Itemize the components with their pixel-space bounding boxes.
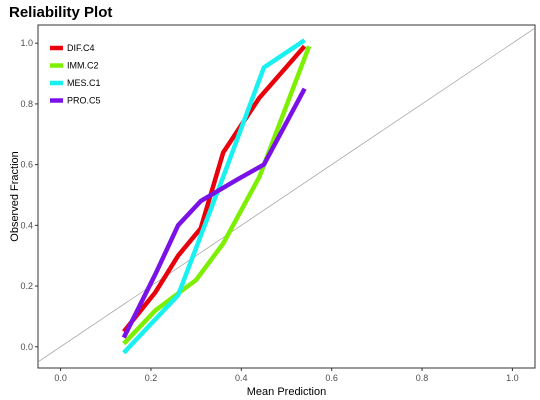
y-tick-label: 0.2 — [20, 281, 33, 291]
legend-label: MES.C1 — [67, 78, 101, 88]
y-axis-label: Observed Fraction — [9, 151, 21, 241]
legend: DIF.C4 IMM.C2 MES.C1 PRO.C5 — [50, 43, 101, 106]
legend-label: DIF.C4 — [67, 43, 95, 53]
series-line-pro-c5 — [121, 87, 307, 339]
reference-line-layer — [38, 27, 535, 363]
y-tick-label: 0.6 — [20, 160, 33, 170]
legend-label: IMM.C2 — [67, 61, 99, 71]
y-axis-ticks: 0.0 0.2 0.4 0.6 0.8 1.0 — [20, 38, 38, 352]
x-tick-label: 0.4 — [235, 373, 248, 383]
x-axis-label: Mean Prediction — [247, 386, 327, 398]
x-tick-label: 1.0 — [506, 373, 519, 383]
series-line-dif-c4 — [122, 44, 307, 334]
x-tick-label: 0.0 — [54, 373, 67, 383]
legend-label: PRO.C5 — [67, 96, 101, 106]
chart-title: Reliability Plot — [9, 4, 112, 21]
series-line-mes-c1 — [122, 38, 306, 355]
reference-diagonal — [38, 27, 535, 363]
y-tick-label: 1.0 — [20, 38, 33, 48]
x-axis-ticks: 0.0 0.2 0.4 0.6 0.8 1.0 — [54, 368, 519, 383]
y-tick-label: 0.4 — [20, 220, 33, 230]
series-layer — [121, 38, 312, 355]
plot-frame — [37, 24, 536, 369]
x-tick-label: 0.6 — [325, 373, 338, 383]
y-tick-label: 0.0 — [20, 342, 33, 352]
x-tick-label: 0.8 — [416, 373, 429, 383]
x-tick-label: 0.2 — [145, 373, 158, 383]
y-tick-label: 0.8 — [20, 99, 33, 109]
